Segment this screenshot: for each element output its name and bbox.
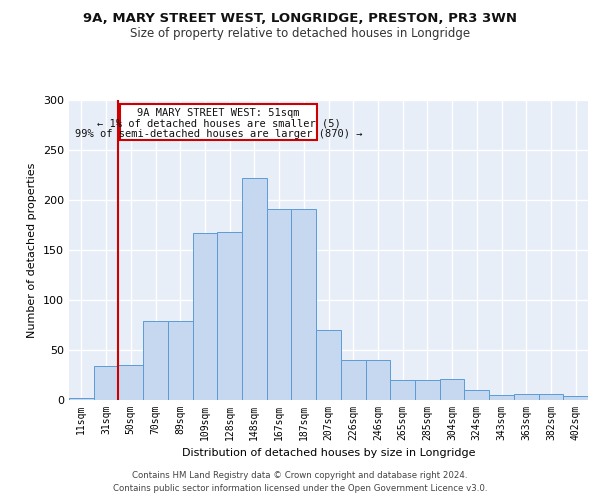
Bar bbox=[390, 380, 415, 400]
Bar bbox=[440, 379, 464, 400]
Text: 99% of semi-detached houses are larger (870) →: 99% of semi-detached houses are larger (… bbox=[75, 128, 362, 138]
Bar bbox=[365, 360, 390, 400]
Text: Contains public sector information licensed under the Open Government Licence v3: Contains public sector information licen… bbox=[113, 484, 487, 493]
Text: ← 1% of detached houses are smaller (5): ← 1% of detached houses are smaller (5) bbox=[97, 118, 340, 128]
Bar bbox=[69, 398, 94, 400]
Text: 9A, MARY STREET WEST, LONGRIDGE, PRESTON, PR3 3WN: 9A, MARY STREET WEST, LONGRIDGE, PRESTON… bbox=[83, 12, 517, 26]
Bar bbox=[168, 321, 193, 400]
Y-axis label: Number of detached properties: Number of detached properties bbox=[28, 162, 37, 338]
Bar bbox=[316, 330, 341, 400]
Text: 9A MARY STREET WEST: 51sqm: 9A MARY STREET WEST: 51sqm bbox=[137, 108, 300, 118]
Bar bbox=[143, 321, 168, 400]
Bar bbox=[118, 365, 143, 400]
FancyBboxPatch shape bbox=[119, 104, 317, 140]
Bar bbox=[415, 380, 440, 400]
Bar bbox=[539, 394, 563, 400]
Bar bbox=[514, 394, 539, 400]
Bar bbox=[341, 360, 365, 400]
Text: Contains HM Land Registry data © Crown copyright and database right 2024.: Contains HM Land Registry data © Crown c… bbox=[132, 470, 468, 480]
Bar bbox=[242, 178, 267, 400]
Bar bbox=[563, 396, 588, 400]
Bar bbox=[94, 366, 118, 400]
Bar bbox=[292, 209, 316, 400]
Text: Size of property relative to detached houses in Longridge: Size of property relative to detached ho… bbox=[130, 28, 470, 40]
X-axis label: Distribution of detached houses by size in Longridge: Distribution of detached houses by size … bbox=[182, 448, 475, 458]
Bar bbox=[464, 390, 489, 400]
Bar bbox=[489, 395, 514, 400]
Bar bbox=[267, 209, 292, 400]
Bar bbox=[193, 233, 217, 400]
Bar bbox=[217, 232, 242, 400]
